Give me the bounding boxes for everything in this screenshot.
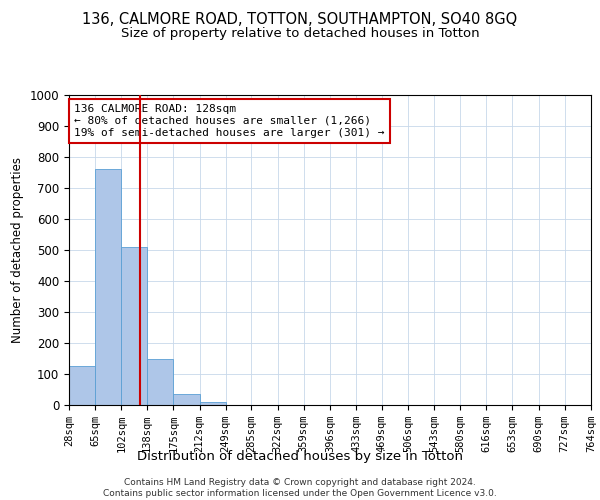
Bar [95,170,121,405]
Text: 136, CALMORE ROAD, TOTTON, SOUTHAMPTON, SO40 8GQ: 136, CALMORE ROAD, TOTTON, SOUTHAMPTON, … [82,12,518,28]
Bar [199,402,226,405]
Text: 136 CALMORE ROAD: 128sqm
← 80% of detached houses are smaller (1,266)
19% of sem: 136 CALMORE ROAD: 128sqm ← 80% of detach… [74,104,385,138]
Bar [121,247,147,405]
Bar [69,366,95,405]
Text: Contains HM Land Registry data © Crown copyright and database right 2024.
Contai: Contains HM Land Registry data © Crown c… [103,478,497,498]
Y-axis label: Number of detached properties: Number of detached properties [11,157,24,343]
Bar [173,394,199,405]
Bar [147,358,173,405]
Text: Distribution of detached houses by size in Totton: Distribution of detached houses by size … [137,450,463,463]
Text: Size of property relative to detached houses in Totton: Size of property relative to detached ho… [121,28,479,40]
